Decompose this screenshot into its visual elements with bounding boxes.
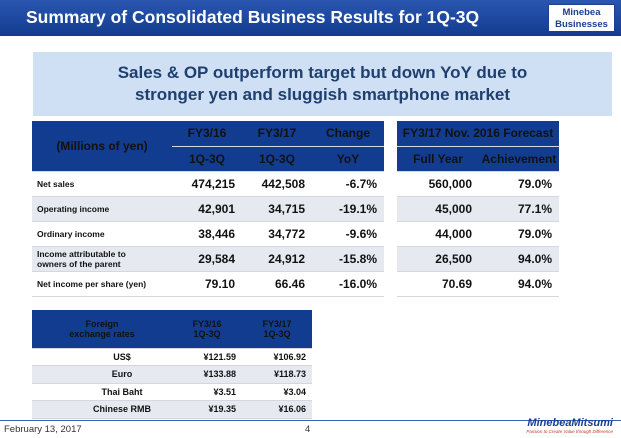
fx-col-fy16-line1: FY3/16 <box>192 318 222 329</box>
summary-line1: Sales & OP outperform target but down Yo… <box>117 63 528 82</box>
col-fy16-line2: 1Q-3Q <box>172 146 242 172</box>
fx-rates-table: Foreign exchange rates FY3/16 1Q-3Q FY3/… <box>32 310 312 419</box>
footer-date: February 13, 2017 <box>4 424 82 435</box>
fx-fy17-value: ¥106.92 <box>242 348 312 366</box>
fx-fy17-value: ¥16.06 <box>242 400 312 419</box>
row-label: Net sales <box>32 171 172 197</box>
fx-fy16-value: ¥19.35 <box>172 400 242 419</box>
table-row: Ordinary income 38,446 34,772 -9.6% 44,0… <box>32 221 559 247</box>
currency-label: US$ <box>32 348 172 366</box>
fy17-value: 24,912 <box>242 246 312 272</box>
col-achievement: Achievement <box>479 146 559 172</box>
fx-row: Thai Baht ¥3.51 ¥3.04 <box>32 383 312 401</box>
full-year-value: 45,000 <box>397 196 479 222</box>
col-full-year: Full Year <box>397 146 479 172</box>
column-gap <box>384 271 397 296</box>
table-row: Income attributable to owners of the par… <box>32 246 559 272</box>
achievement-value: 94.0% <box>479 271 559 297</box>
achievement-value: 79.0% <box>479 171 559 197</box>
change-value: -19.1% <box>312 196 384 222</box>
full-year-value: 26,500 <box>397 246 479 272</box>
fx-row: US$ ¥121.59 ¥106.92 <box>32 348 312 366</box>
fx-row: Euro ¥133.88 ¥118.73 <box>32 365 312 384</box>
summary-line2: stronger yen and sluggish smartphone mar… <box>134 85 511 104</box>
fx-col-fy16: FY3/16 1Q-3Q <box>172 310 242 349</box>
column-gap <box>384 196 397 221</box>
achievement-value: 77.1% <box>479 196 559 222</box>
fx-row: Chinese RMB ¥19.35 ¥16.06 <box>32 400 312 419</box>
fx-fy16-value: ¥3.51 <box>172 383 242 401</box>
fx-header-row: Foreign exchange rates FY3/16 1Q-3Q FY3/… <box>32 310 312 349</box>
logo-tagline: Passion to Create Value through Differen… <box>526 429 613 434</box>
slide-header: Summary of Consolidated Business Results… <box>0 0 621 36</box>
summary-box: Sales & OP outperform target but down Yo… <box>33 52 612 116</box>
fx-col-fy17-line2: 1Q-3Q <box>263 328 291 339</box>
page-number: 4 <box>305 424 311 435</box>
col-change-line1: Change <box>312 121 384 147</box>
full-year-value: 70.69 <box>397 271 479 297</box>
slide-title: Summary of Consolidated Business Results… <box>26 7 480 27</box>
row-label: Operating income <box>32 196 172 222</box>
full-year-value: 560,000 <box>397 171 479 197</box>
fy16-value: 38,446 <box>172 221 242 247</box>
section-badge: Minebea Businesses <box>548 4 615 32</box>
fx-col-fy16-line2: 1Q-3Q <box>193 328 221 339</box>
change-value: -9.6% <box>312 221 384 247</box>
fx-fy16-value: ¥133.88 <box>172 365 242 384</box>
achievement-value: 94.0% <box>479 246 559 272</box>
change-value: -15.8% <box>312 246 384 272</box>
fx-col-fy17-line1: FY3/17 <box>262 318 292 329</box>
achievement-value: 79.0% <box>479 221 559 247</box>
unit-label: (Millions of yen) <box>32 121 172 172</box>
fy17-value: 34,715 <box>242 196 312 222</box>
fx-fy17-value: ¥118.73 <box>242 365 312 384</box>
column-gap <box>384 171 397 196</box>
fy17-value: 34,772 <box>242 221 312 247</box>
row-label-line1: Income attributable to <box>37 248 126 259</box>
results-header-row-1: (Millions of yen) FY3/16 FY3/17 Change F… <box>32 121 559 172</box>
change-value: -6.7% <box>312 171 384 197</box>
footer-divider <box>0 420 621 421</box>
fx-label: Foreign exchange rates <box>32 310 172 349</box>
badge-line1: Minebea <box>562 7 601 18</box>
column-gap <box>384 221 397 246</box>
table-row: Net sales 474,215 442,508 -6.7% 560,000 … <box>32 171 559 197</box>
fy16-value: 79.10 <box>172 271 242 297</box>
row-label: Net income per share (yen) <box>32 271 172 297</box>
table-row: Net income per share (yen) 79.10 66.46 -… <box>32 271 559 297</box>
logo-wordmark: MinebeaMitsumi <box>527 417 613 429</box>
badge-line2: Businesses <box>555 19 608 30</box>
full-year-value: 44,000 <box>397 221 479 247</box>
col-change-line2: YoY <box>312 146 384 172</box>
change-value: -16.0% <box>312 271 384 297</box>
fx-label-line2: exchange rates <box>69 328 135 339</box>
col-fy17-line2: 1Q-3Q <box>242 146 312 172</box>
currency-label: Thai Baht <box>32 383 172 401</box>
fy16-value: 42,901 <box>172 196 242 222</box>
fx-fy16-value: ¥121.59 <box>172 348 242 366</box>
row-label: Ordinary income <box>32 221 172 247</box>
fy16-value: 29,584 <box>172 246 242 272</box>
fy16-value: 474,215 <box>172 171 242 197</box>
fx-label-line1: Foreign <box>85 318 119 329</box>
fy17-value: 442,508 <box>242 171 312 197</box>
fx-col-fy17: FY3/17 1Q-3Q <box>242 310 312 349</box>
fy17-value: 66.46 <box>242 271 312 297</box>
results-table: (Millions of yen) FY3/16 FY3/17 Change F… <box>32 121 559 297</box>
results-header-row-2: 1Q-3Q 1Q-3Q YoY Full Year Achievement <box>32 146 559 172</box>
row-label-line2: owners of the parent <box>37 258 121 269</box>
company-logo: MinebeaMitsumi Passion to Create Value t… <box>526 418 613 435</box>
currency-label: Chinese RMB <box>32 400 172 419</box>
table-row: Operating income 42,901 34,715 -19.1% 45… <box>32 196 559 222</box>
forecast-title: FY3/17 Nov. 2016 Forecast <box>397 121 559 147</box>
currency-label: Euro <box>32 365 172 384</box>
col-fy16-line1: FY3/16 <box>172 121 242 147</box>
fx-fy17-value: ¥3.04 <box>242 383 312 401</box>
column-gap <box>384 121 397 171</box>
row-label: Income attributable to owners of the par… <box>32 246 172 272</box>
column-gap <box>384 246 397 271</box>
col-fy17-line1: FY3/17 <box>242 121 312 147</box>
